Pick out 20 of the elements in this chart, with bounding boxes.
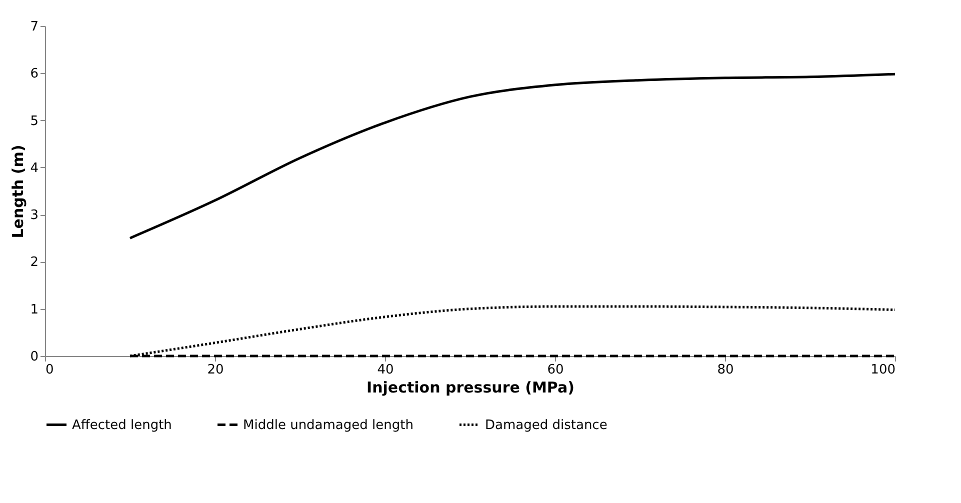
y-tick-label: 5 — [30, 114, 38, 129]
line-series — [128, 72, 896, 240]
y-tick-label: 0 — [30, 350, 38, 364]
legend-label: Damaged distance — [485, 418, 608, 433]
y-tick-label: 7 — [30, 20, 38, 34]
y-axis-title: Length (m) — [9, 144, 28, 238]
legend-label: Middle undamaged length — [243, 418, 414, 433]
x-tick-label: 100 — [870, 362, 896, 378]
x-tick-label: 60 — [547, 362, 564, 378]
x-tick-label: 80 — [717, 362, 734, 378]
legend-label: Affected length — [72, 418, 172, 433]
y-tick-label: 2 — [30, 255, 38, 270]
y-tick-label: 1 — [30, 302, 38, 318]
y-tick-label: 3 — [30, 208, 38, 224]
y-tick-label: 4 — [30, 160, 38, 176]
x-tick-label: 40 — [377, 362, 394, 378]
y-tick-label: 6 — [30, 66, 38, 82]
x-tick-label: 0 — [46, 362, 54, 378]
x-tick-label: 20 — [207, 362, 224, 378]
x-axis-title: Injection pressure (MPa) — [366, 378, 574, 396]
